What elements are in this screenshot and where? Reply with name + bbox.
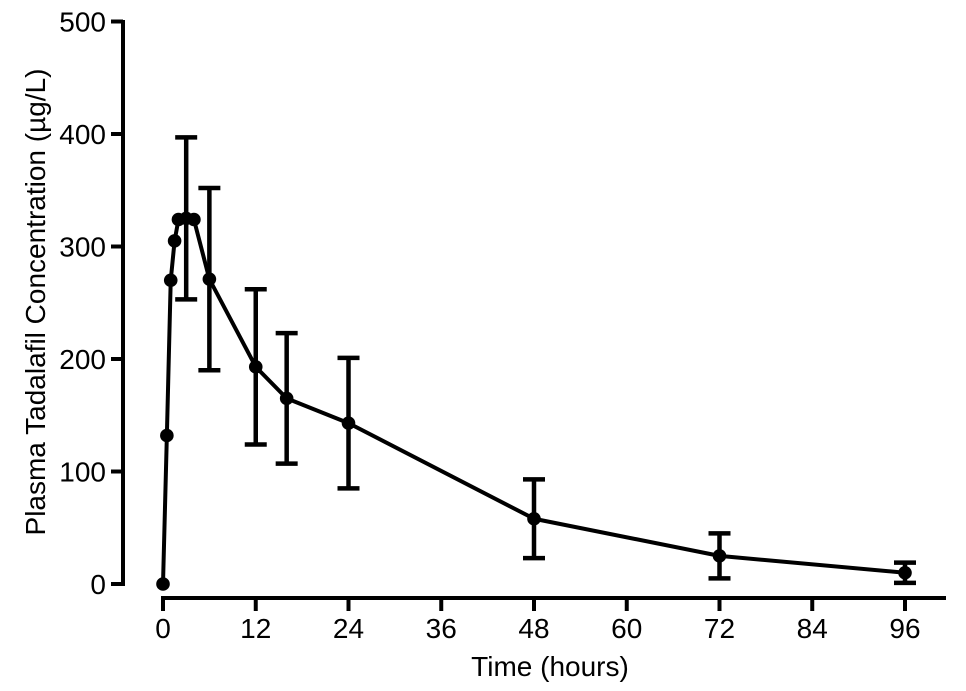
data-point-marker	[279, 391, 294, 406]
data-point-marker	[156, 577, 170, 591]
x-axis: 0 12 24 36 48 60 72 84 96	[155, 596, 946, 644]
x-tick-label: 72	[704, 613, 735, 644]
x-tick-label: 36	[426, 613, 457, 644]
y-tick-label: 0	[90, 569, 106, 600]
data-markers	[156, 211, 912, 591]
x-tick-label: 84	[797, 613, 828, 644]
y-tick-label: 500	[59, 7, 106, 38]
x-tick-label: 0	[155, 613, 171, 644]
data-point-marker	[248, 360, 263, 374]
y-tick-label: 400	[59, 119, 106, 150]
y-axis-title: Plasma Tadalafil Concentration (µg/L)	[20, 69, 51, 536]
error-bars	[175, 135, 916, 586]
y-tick-label: 200	[59, 344, 106, 375]
data-point-marker	[163, 273, 178, 288]
data-point-marker	[527, 511, 541, 526]
x-axis-title: Time (hours)	[471, 651, 629, 682]
data-point-marker	[187, 212, 201, 227]
x-tick-label: 60	[611, 613, 642, 644]
data-point-marker	[712, 549, 727, 563]
x-tick-label: 48	[518, 613, 549, 644]
x-tick-label: 24	[333, 613, 364, 644]
data-point-marker	[160, 428, 174, 443]
x-tick-label: 96	[889, 613, 920, 644]
y-tick-label: 300	[59, 232, 106, 263]
data-point-marker	[341, 416, 356, 430]
x-tick-label: 12	[240, 613, 271, 644]
y-axis: 0 100 200 300 400 500	[59, 7, 125, 600]
y-tick-label: 100	[59, 457, 106, 488]
data-point-marker	[898, 565, 912, 580]
data-point-marker	[167, 234, 182, 248]
data-point-marker	[202, 272, 217, 286]
